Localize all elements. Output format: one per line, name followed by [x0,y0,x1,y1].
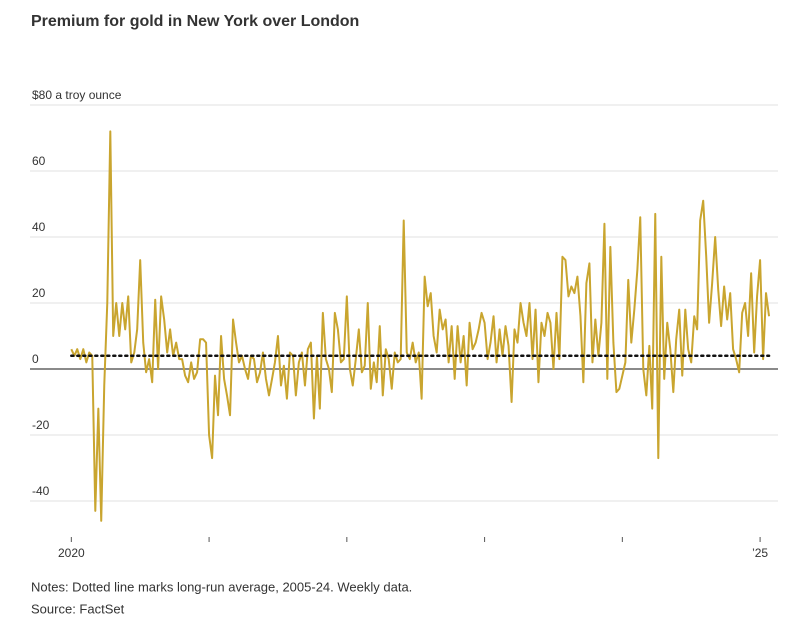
data-line [70,130,771,522]
notes: Notes: Dotted line marks long-run averag… [31,579,412,594]
y-tick-label: -40 [32,484,50,498]
y-tick-label: 40 [32,220,46,234]
y-tick-label: $80 a troy ounce [32,88,122,102]
y-tick-label: -20 [32,418,50,432]
y-tick-label: 20 [32,286,46,300]
x-tick-label: ’25 [752,546,768,560]
source: Source: FactSet [31,601,125,616]
x-tick-label: 2020 [58,546,85,560]
y-tick-label: 60 [32,154,46,168]
y-tick-label: 0 [32,352,39,366]
chart-title: Premium for gold in New York over London [31,13,359,30]
